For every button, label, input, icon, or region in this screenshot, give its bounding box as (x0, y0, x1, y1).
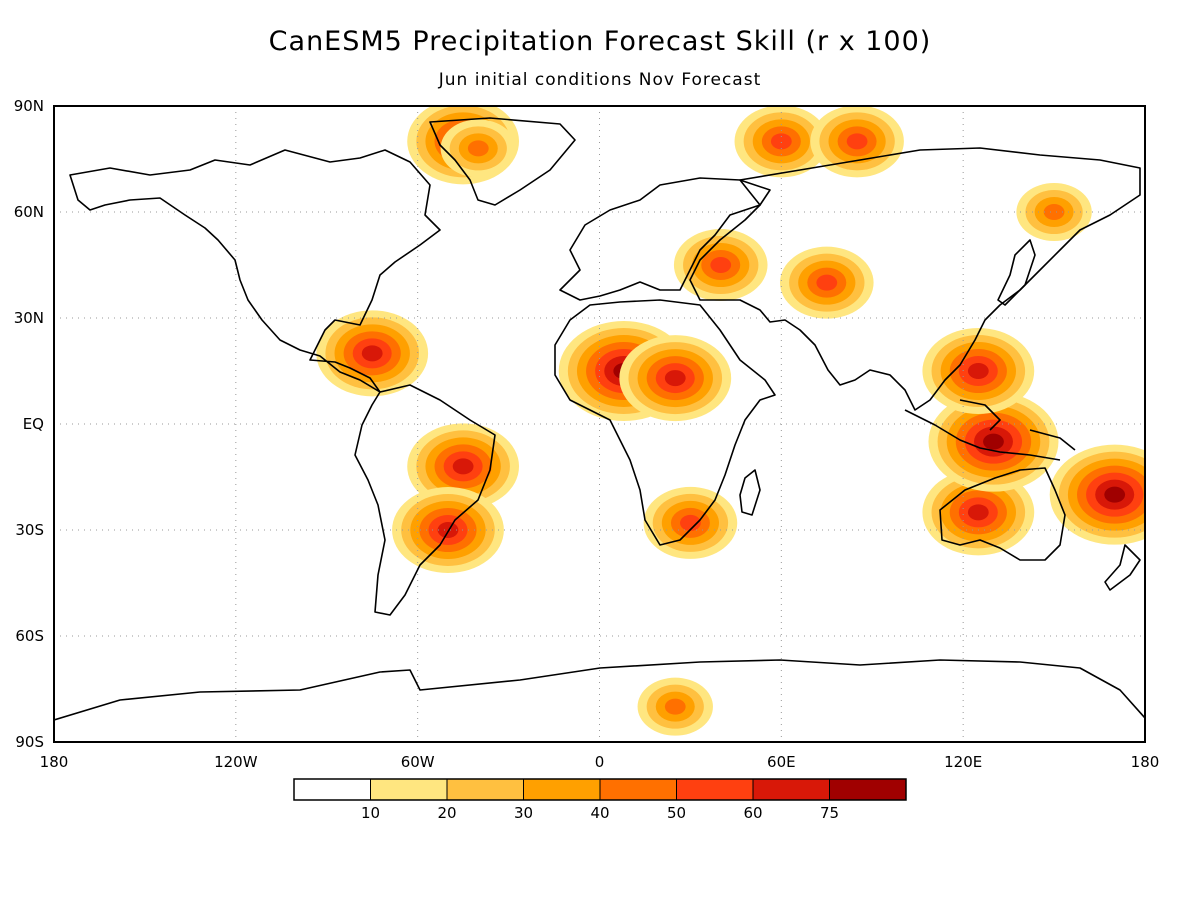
africa-outline (554, 299, 776, 546)
lon-label-60w: 60W (401, 753, 435, 771)
asia-outline (689, 147, 1141, 411)
lat-label-30s: 30S (15, 521, 44, 539)
south-america-outline (354, 384, 496, 616)
colorbar-label-50: 50 (667, 804, 686, 822)
lat-label-30n: 30N (14, 309, 44, 327)
japan-outline (997, 239, 1036, 306)
map-title: CanESM5 Precipitation Forecast Skill (r … (268, 26, 932, 57)
map-frame (53, 105, 1146, 743)
skill-region (664, 698, 686, 715)
skill-region (680, 514, 701, 531)
skill-region (816, 274, 838, 291)
coastlines (54, 117, 1145, 721)
lat-lon-grid (54, 106, 1145, 742)
skill-region (361, 345, 383, 362)
lat-label-60n: 60N (14, 203, 44, 221)
colorbar: 10 20 30 40 50 60 75 (293, 778, 907, 822)
north-america-outline (69, 149, 441, 393)
lon-label-120w: 120W (214, 753, 258, 771)
colorbar-label-75: 75 (820, 804, 839, 822)
longitude-labels: 180 120W 60W 0 60E 120E 180 (40, 753, 1160, 771)
colorbar-swatch (829, 778, 907, 801)
lon-label-60e: 60E (767, 753, 796, 771)
map-subtitle: Jun initial conditions Nov Forecast (438, 70, 762, 90)
new-zealand-outline (1104, 544, 1141, 591)
skill-shading (316, 106, 1145, 736)
skill-region (467, 140, 489, 157)
lat-label-60s: 60S (15, 627, 44, 645)
lon-label-180e: 180 (1131, 753, 1160, 771)
australia-outline (939, 467, 1066, 561)
madagascar-outline (739, 469, 761, 516)
indonesia-outline (904, 399, 1076, 461)
lon-label-180w: 180 (40, 753, 69, 771)
europe-outline (559, 177, 771, 301)
colorbar-labels: 10 20 30 40 50 60 75 (361, 804, 839, 822)
lon-label-0: 0 (595, 753, 605, 771)
colorbar-label-60: 60 (743, 804, 762, 822)
colorbar-label-40: 40 (590, 804, 609, 822)
greenland-outline (429, 117, 576, 206)
colorbar-swatch (293, 778, 371, 801)
lon-label-120e: 120E (944, 753, 982, 771)
colorbar-swatch (446, 778, 524, 801)
lat-label-90s: 90S (15, 733, 44, 751)
colorbar-swatches (293, 778, 907, 801)
lat-label-eq: EQ (23, 415, 44, 433)
colorbar-label-10: 10 (361, 804, 380, 822)
skill-region (983, 433, 1004, 450)
skill-region (967, 363, 989, 379)
skill-region (1104, 486, 1126, 503)
colorbar-swatch (676, 778, 754, 801)
skill-region (710, 257, 732, 273)
skill-region (770, 133, 792, 150)
skill-region (846, 133, 868, 150)
latitude-labels: 90N 60N 30N EQ 30S 60S 90S (14, 97, 44, 751)
colorbar-swatch (752, 778, 830, 801)
lat-label-90n: 90N (14, 97, 44, 115)
skill-region (437, 522, 459, 538)
colorbar-label-20: 20 (437, 804, 456, 822)
colorbar-frame (293, 778, 907, 801)
colorbar-swatch (370, 778, 448, 801)
antarctica-outline (54, 659, 1145, 721)
skill-region (1043, 204, 1065, 220)
skill-region (967, 504, 989, 521)
skill-region (452, 458, 474, 475)
colorbar-swatch (599, 778, 677, 801)
colorbar-swatch (523, 778, 601, 801)
skill-region (664, 370, 686, 387)
colorbar-label-30: 30 (514, 804, 533, 822)
